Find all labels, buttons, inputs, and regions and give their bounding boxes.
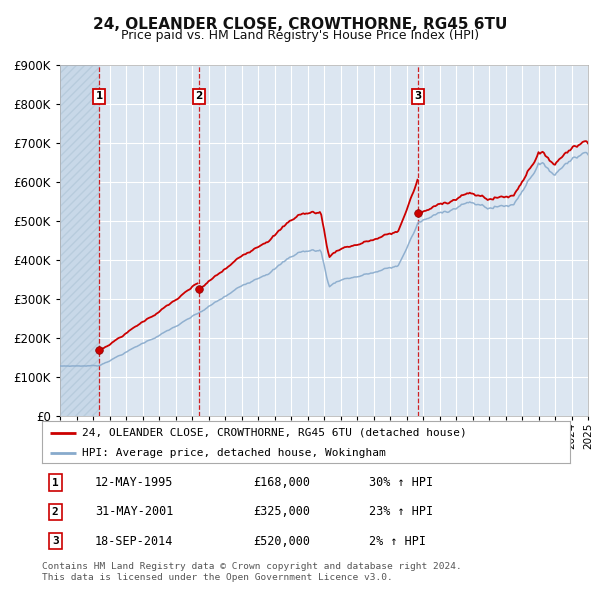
- Text: 24, OLEANDER CLOSE, CROWTHORNE, RG45 6TU: 24, OLEANDER CLOSE, CROWTHORNE, RG45 6TU: [93, 17, 507, 31]
- Text: 30% ↑ HPI: 30% ↑ HPI: [370, 476, 433, 489]
- Text: 2: 2: [195, 91, 202, 101]
- Text: Contains HM Land Registry data © Crown copyright and database right 2024.
This d: Contains HM Land Registry data © Crown c…: [42, 562, 462, 582]
- Text: £325,000: £325,000: [253, 505, 310, 519]
- Text: Price paid vs. HM Land Registry's House Price Index (HPI): Price paid vs. HM Land Registry's House …: [121, 30, 479, 42]
- Bar: [60, 65, 99, 416]
- Text: 2% ↑ HPI: 2% ↑ HPI: [370, 535, 427, 548]
- Text: 1: 1: [52, 477, 59, 487]
- Text: £520,000: £520,000: [253, 535, 310, 548]
- Text: 3: 3: [415, 91, 422, 101]
- Text: 24, OLEANDER CLOSE, CROWTHORNE, RG45 6TU (detached house): 24, OLEANDER CLOSE, CROWTHORNE, RG45 6TU…: [82, 428, 466, 438]
- Text: 18-SEP-2014: 18-SEP-2014: [95, 535, 173, 548]
- Text: 2: 2: [52, 507, 59, 517]
- Text: 12-MAY-1995: 12-MAY-1995: [95, 476, 173, 489]
- Text: 3: 3: [52, 536, 59, 546]
- Text: 1: 1: [95, 91, 103, 101]
- Text: HPI: Average price, detached house, Wokingham: HPI: Average price, detached house, Woki…: [82, 448, 385, 457]
- Text: 31-MAY-2001: 31-MAY-2001: [95, 505, 173, 519]
- Text: £168,000: £168,000: [253, 476, 310, 489]
- Text: 23% ↑ HPI: 23% ↑ HPI: [370, 505, 433, 519]
- Bar: [60, 65, 99, 416]
